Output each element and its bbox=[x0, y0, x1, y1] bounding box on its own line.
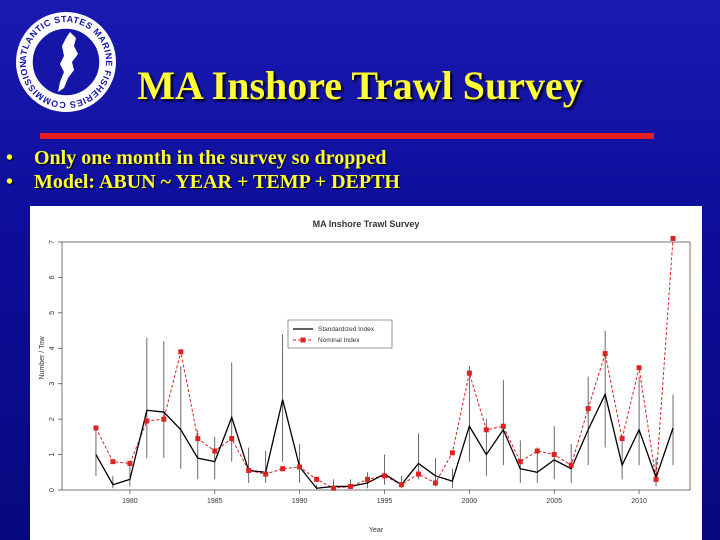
x-tick-label: 2010 bbox=[631, 498, 647, 505]
y-axis-label: Number / Tow bbox=[39, 336, 46, 380]
nominal-index-line bbox=[95, 238, 674, 489]
nominal-index-point bbox=[432, 480, 438, 486]
y-tick-label: 6 bbox=[49, 275, 56, 279]
bullet-item: • Only one month in the survey so dropped bbox=[0, 146, 720, 170]
title-underline bbox=[40, 133, 654, 139]
legend-label-standardized: Standardized Index bbox=[318, 326, 375, 333]
nominal-index-point bbox=[398, 482, 404, 488]
plot-frame bbox=[61, 241, 691, 491]
nominal-index-point bbox=[263, 471, 269, 477]
legend-label-nominal: Nominal Index bbox=[318, 337, 360, 344]
bullet-list: • Only one month in the survey so dropped… bbox=[0, 146, 720, 194]
nominal-index-point bbox=[331, 485, 337, 491]
nominal-index-point bbox=[212, 448, 218, 454]
nominal-index-point bbox=[602, 351, 608, 357]
x-tick-label: 1980 bbox=[122, 498, 138, 505]
nominal-index-point bbox=[144, 418, 150, 424]
bullet-text: Only one month in the survey so dropped bbox=[34, 147, 387, 169]
nominal-index-point bbox=[314, 476, 320, 482]
slide-title: MA Inshore Trawl Survey bbox=[137, 63, 583, 108]
x-tick-label: 2005 bbox=[546, 498, 562, 505]
bullet-item: • Model: ABUN ~ YEAR + TEMP + DEPTH bbox=[0, 170, 720, 194]
bullet-icon: • bbox=[6, 171, 14, 193]
nominal-index-point bbox=[195, 436, 201, 442]
nominal-index-point bbox=[568, 462, 574, 468]
x-tick-label: 1995 bbox=[377, 498, 393, 505]
nominal-index-point bbox=[500, 423, 506, 429]
nominal-index-point bbox=[517, 459, 523, 465]
y-tick-label: 2 bbox=[49, 417, 56, 421]
error-bars bbox=[95, 330, 674, 490]
y-tick-label: 0 bbox=[49, 488, 56, 492]
nominal-index-point bbox=[449, 450, 455, 456]
x-axis-label: Year bbox=[369, 527, 384, 534]
y-tick-label: 3 bbox=[49, 382, 56, 386]
bullet-icon: • bbox=[6, 147, 14, 169]
nominal-index-point bbox=[348, 483, 354, 489]
nominal-index-point bbox=[246, 468, 252, 474]
axes: 1980 1985 1990 1995 2000 2005 2010 0 1 2 3 4 5 6 7 bbox=[49, 240, 691, 505]
nominal-index-point bbox=[110, 459, 116, 465]
nominal-index-point bbox=[636, 365, 642, 371]
series-markers bbox=[93, 235, 676, 491]
nominal-index-point bbox=[93, 425, 99, 431]
nominal-index-point bbox=[483, 427, 489, 433]
x-tick-label: 1990 bbox=[292, 498, 308, 505]
chart-title: MA Inshore Trawl Survey bbox=[313, 219, 420, 229]
nominal-index-point bbox=[297, 464, 303, 470]
x-tick-label: 2000 bbox=[462, 498, 478, 505]
nominal-index-point bbox=[229, 436, 235, 442]
nominal-index-point bbox=[466, 370, 472, 376]
bullet-text: Model: ABUN ~ YEAR + TEMP + DEPTH bbox=[34, 171, 400, 193]
series-lines bbox=[95, 238, 674, 489]
nominal-index-point bbox=[619, 436, 625, 442]
y-tick-label: 1 bbox=[49, 453, 56, 457]
y-tick-label: 4 bbox=[49, 346, 56, 350]
chart: MA Inshore Trawl Survey Year Number / To… bbox=[39, 219, 691, 534]
legend: Standardized Index Nominal Index bbox=[287, 319, 393, 349]
nominal-index-point bbox=[534, 448, 540, 454]
x-tick-label: 1985 bbox=[207, 498, 223, 505]
nominal-index-point bbox=[653, 476, 659, 482]
y-tick-label: 7 bbox=[49, 240, 56, 244]
nominal-index-point bbox=[551, 452, 557, 458]
nominal-index-point bbox=[415, 471, 421, 477]
legend-box bbox=[287, 319, 393, 349]
asmfc-seal-icon: ATLANTIC STATES MARINE FISHERIES COMMISS… bbox=[16, 12, 116, 112]
legend-marker-nominal bbox=[300, 337, 306, 343]
nominal-index-point bbox=[127, 460, 133, 466]
nominal-index-point bbox=[178, 349, 184, 355]
chart-panel: MA Inshore Trawl Survey Year Number / To… bbox=[30, 206, 702, 540]
nominal-index-point bbox=[365, 476, 371, 482]
nominal-index-point bbox=[381, 473, 387, 479]
y-tick-label: 5 bbox=[49, 311, 56, 315]
nominal-index-point bbox=[161, 416, 167, 422]
nominal-index-point bbox=[670, 235, 676, 241]
nominal-index-point bbox=[280, 466, 286, 472]
nominal-index-point bbox=[585, 406, 591, 412]
